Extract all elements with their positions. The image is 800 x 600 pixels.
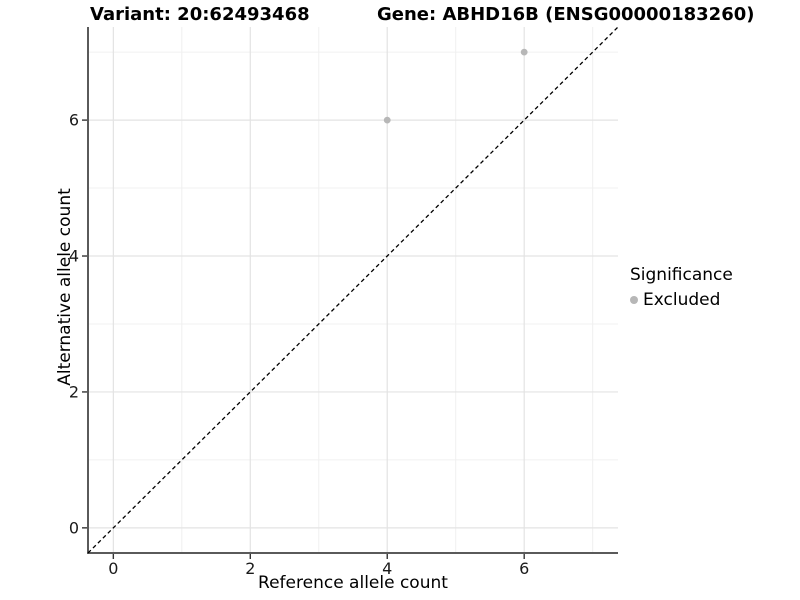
y-tick-label: 0 bbox=[69, 518, 79, 537]
x-tick-label: 0 bbox=[108, 559, 118, 578]
legend: Significance Excluded bbox=[630, 264, 733, 311]
y-tick-label: 6 bbox=[69, 111, 79, 130]
x-tick-label: 6 bbox=[519, 559, 529, 578]
variant-title: Variant: 20:62493468 bbox=[90, 4, 310, 25]
legend-item-label: Excluded bbox=[643, 290, 721, 310]
x-tick-label: 2 bbox=[245, 559, 255, 578]
y-axis-label: Alternative allele count bbox=[55, 188, 75, 386]
identity-dashed-line bbox=[87, 26, 619, 554]
data-point bbox=[383, 116, 391, 124]
legend-item-excluded: Excluded bbox=[630, 289, 733, 311]
y-tick-label: 4 bbox=[69, 247, 79, 266]
x-tick-label: 4 bbox=[382, 559, 392, 578]
legend-point-icon bbox=[630, 296, 638, 304]
gene-title: Gene: ABHD16B (ENSG00000183260) bbox=[377, 4, 755, 25]
y-tick-label: 2 bbox=[69, 382, 79, 401]
legend-title: Significance bbox=[630, 265, 733, 285]
data-point bbox=[520, 48, 528, 56]
x-axis-label: Reference allele count bbox=[258, 573, 448, 593]
